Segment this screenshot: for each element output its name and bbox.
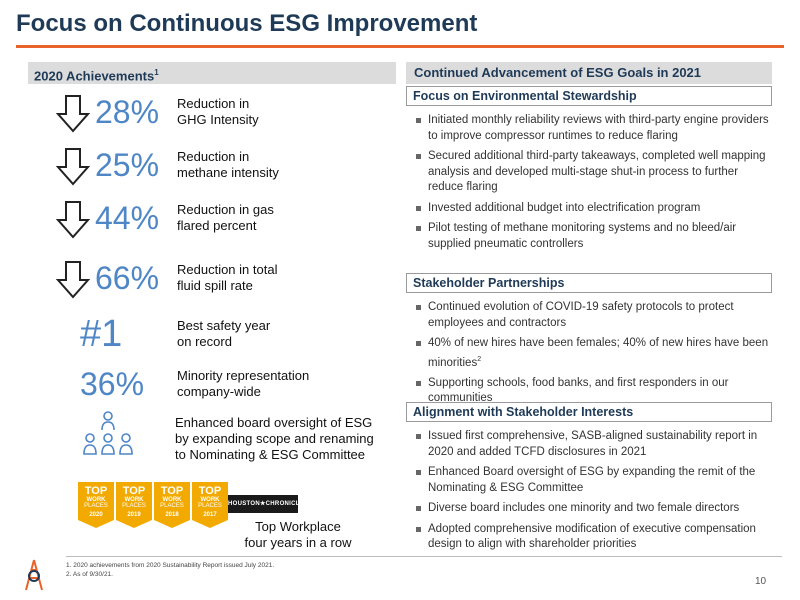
- achievement-row: 25% Reduction in methane intensity: [55, 143, 415, 191]
- achievement-value: 25%: [95, 147, 160, 183]
- achievement-description: Reduction in methane intensity: [177, 149, 279, 180]
- title-rule: [16, 45, 784, 48]
- stakeholder-bullets: Continued evolution of COVID-19 safety p…: [412, 300, 772, 412]
- down-arrow-icon: [55, 95, 91, 133]
- list-item: Invested additional budget into electrif…: [412, 201, 772, 217]
- right-header: Continued Advancement of ESG Goals in 20…: [406, 62, 772, 84]
- top-workplace-badge: TOP WORK PLACES 2017: [192, 482, 228, 528]
- list-item: Pilot testing of methane monitoring syst…: [412, 221, 772, 252]
- list-item: Enhanced Board oversight of ESG by expan…: [412, 465, 772, 496]
- achievement-row: 44% Reduction in gas flared percent: [55, 196, 415, 244]
- achievement-value: 44%: [95, 200, 160, 236]
- achievement-row: 28% Reduction in GHG Intensity: [55, 90, 415, 138]
- top-workplace-badges: TOP WORK PLACES 2020 TOP WORK PLACES 2019 TOP W…: [78, 482, 308, 528]
- houston-chronicle-logo: HOUSTON★CHRONICLE: [228, 495, 304, 513]
- top-workplace-badge: TOP WORK PLACES 2020: [78, 482, 114, 528]
- achievement-description: Minority representation company-wide: [177, 368, 310, 399]
- list-item: Secured additional third-party takeaways…: [412, 149, 772, 196]
- achievement-row: 66% Reduction in total fluid spill rate: [55, 256, 415, 304]
- environmental-bullets: Initiated monthly reliability reviews wi…: [412, 113, 772, 257]
- list-item: Continued evolution of COVID-19 safety p…: [412, 300, 772, 331]
- footnotes: 1. 2020 achievements from 2020 Sustainab…: [66, 561, 274, 579]
- list-item: Supporting schools, food banks, and firs…: [412, 376, 772, 407]
- top-workplace-badge: TOP WORK PLACES 2019: [116, 482, 152, 528]
- achievement-row: 36% Minority representation company-wide: [55, 362, 415, 410]
- achievement-description: Best safety year on record: [177, 318, 271, 349]
- achievement-description: Reduction in total fluid spill rate: [177, 262, 278, 293]
- people-group-icon: [83, 411, 133, 455]
- cap-logo-icon: [25, 559, 43, 591]
- footnote: 2. As of 9/30/21.: [66, 571, 113, 578]
- list-item: Adopted comprehensive modification of ex…: [412, 522, 772, 553]
- achievement-value: 28%: [95, 94, 160, 130]
- left-header-footnote: 1: [154, 68, 159, 77]
- section-header-alignment: Alignment with Stakeholder Interests: [406, 402, 772, 422]
- list-item: Diverse board includes one minority and …: [412, 501, 772, 517]
- footnote: 1. 2020 achievements from 2020 Sustainab…: [66, 562, 275, 569]
- achievement-description: Reduction in gas flared percent: [177, 202, 274, 233]
- section-header-environmental: Focus on Environmental Stewardship: [406, 86, 772, 106]
- down-arrow-icon: [55, 201, 91, 239]
- page-number: 10: [755, 576, 767, 587]
- down-arrow-icon: [55, 261, 91, 299]
- top-workplace-badge: TOP WORK PLACES 2018: [154, 482, 190, 528]
- alignment-bullets: Issued first comprehensive, SASB-aligned…: [412, 429, 772, 558]
- achievement-row: #1 Best safety year on record: [55, 312, 415, 360]
- section-header-stakeholder: Stakeholder Partnerships: [406, 273, 772, 293]
- list-item: 40% of new hires have been females; 40% …: [412, 336, 772, 371]
- list-item: Issued first comprehensive, SASB-aligned…: [412, 429, 772, 460]
- achievement-value: 36%: [80, 366, 145, 402]
- top-workplace-caption: Top Workplace four years in a row: [244, 519, 352, 550]
- achievement-description: Reduction in GHG Intensity: [177, 96, 259, 127]
- achievement-value: #1: [80, 313, 123, 355]
- board-oversight-text: Enhanced board oversight of ESG by expand…: [175, 415, 374, 462]
- list-item: Initiated monthly reliability reviews wi…: [412, 113, 772, 144]
- footer-rule: [66, 556, 782, 557]
- page-title: Focus on Continuous ESG Improvement: [16, 10, 478, 37]
- left-header-label: 2020 Achievements: [34, 68, 155, 84]
- achievement-value: 66%: [95, 260, 160, 296]
- down-arrow-icon: [55, 148, 91, 186]
- left-header: 2020 Achievements1: [28, 62, 396, 84]
